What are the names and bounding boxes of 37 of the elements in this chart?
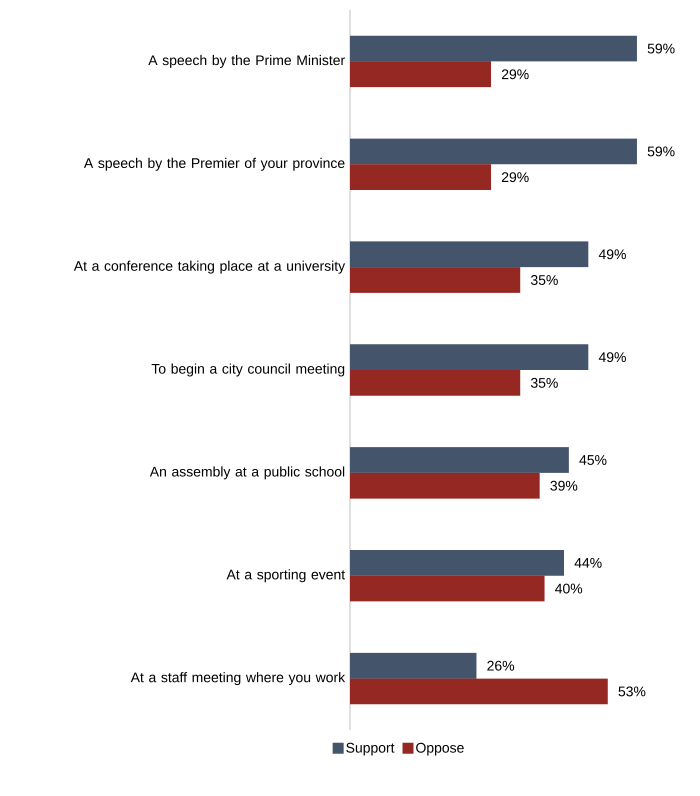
y-tick-label: An assembly at a public school [150, 466, 344, 480]
bar [350, 267, 520, 293]
y-tick-label: A speech by the Premier of your province [84, 158, 344, 171]
bar [350, 164, 492, 190]
data-label: 40% [555, 584, 582, 594]
y-tick-label: At a sporting event [226, 569, 346, 582]
data-label: 35% [530, 275, 558, 285]
y-tick-label: At a conference taking place at a university [74, 260, 346, 274]
legend-label: Support [346, 742, 394, 756]
bar [350, 576, 545, 602]
bar [350, 241, 588, 268]
data-label: 39% [550, 480, 578, 491]
data-label: 35% [530, 378, 558, 388]
data-label: 59% [648, 44, 675, 54]
legend-label: Oppose [416, 742, 464, 756]
bar [350, 370, 520, 396]
bar [350, 550, 564, 576]
data-label: 29% [502, 172, 529, 182]
bar [350, 472, 540, 499]
y-tick-label: To begin a city council meeting [152, 364, 344, 376]
bar [350, 652, 476, 679]
data-label: 59% [648, 146, 675, 156]
data-label: 53% [618, 686, 646, 696]
bar [350, 344, 588, 370]
data-label: 45% [579, 455, 606, 465]
data-label: 44% [574, 558, 602, 568]
bar [350, 36, 637, 62]
y-tick-label: At a staff meeting where you work [130, 672, 346, 686]
bar [350, 678, 608, 704]
data-label: 29% [502, 69, 529, 80]
bar [350, 61, 492, 88]
bar [350, 447, 569, 473]
data-label: 49% [598, 352, 626, 362]
y-tick-label: A speech by the Prime Minister [148, 54, 345, 68]
data-label: 26% [487, 660, 514, 671]
data-label: 49% [598, 249, 626, 260]
bar [350, 138, 637, 164]
